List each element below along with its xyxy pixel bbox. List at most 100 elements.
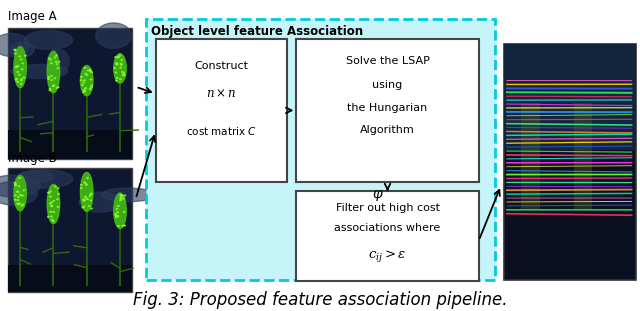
Circle shape (54, 57, 56, 58)
Circle shape (116, 64, 118, 65)
Circle shape (116, 217, 117, 218)
Ellipse shape (18, 170, 54, 183)
Circle shape (15, 50, 16, 51)
Ellipse shape (114, 193, 126, 229)
Ellipse shape (14, 175, 26, 211)
Circle shape (85, 183, 86, 184)
FancyBboxPatch shape (8, 130, 132, 159)
Circle shape (115, 214, 116, 215)
Ellipse shape (0, 181, 38, 205)
Circle shape (15, 183, 16, 184)
Circle shape (15, 79, 17, 80)
Circle shape (21, 205, 22, 206)
Text: Filter out high cost: Filter out high cost (335, 203, 440, 213)
Circle shape (120, 197, 122, 198)
Circle shape (86, 184, 87, 185)
Circle shape (86, 75, 88, 76)
FancyBboxPatch shape (156, 39, 287, 182)
Circle shape (57, 199, 58, 200)
Circle shape (85, 73, 86, 74)
Circle shape (115, 57, 116, 58)
Circle shape (115, 215, 116, 216)
Circle shape (18, 204, 19, 205)
FancyBboxPatch shape (296, 191, 479, 281)
Circle shape (86, 198, 88, 199)
Text: $\varphi$: $\varphi$ (372, 188, 384, 203)
Circle shape (90, 194, 92, 195)
Circle shape (58, 188, 59, 189)
Text: Fig. 3: Proposed feature association pipeline.: Fig. 3: Proposed feature association pip… (132, 291, 508, 309)
Circle shape (47, 216, 49, 217)
FancyBboxPatch shape (8, 168, 132, 292)
Circle shape (82, 207, 84, 208)
Circle shape (83, 200, 84, 201)
Circle shape (83, 82, 84, 83)
Text: Image B: Image B (8, 152, 56, 165)
Ellipse shape (47, 49, 69, 73)
Text: associations where: associations where (334, 223, 441, 233)
Circle shape (115, 72, 116, 73)
Circle shape (120, 63, 122, 64)
Circle shape (116, 77, 118, 78)
Text: Algorithm: Algorithm (360, 125, 415, 135)
Circle shape (90, 200, 92, 201)
Circle shape (122, 196, 123, 197)
Circle shape (22, 195, 23, 196)
Circle shape (116, 57, 118, 58)
Circle shape (51, 76, 52, 77)
Circle shape (51, 63, 52, 64)
Ellipse shape (14, 46, 26, 88)
Ellipse shape (11, 64, 68, 78)
Circle shape (17, 203, 19, 204)
FancyBboxPatch shape (296, 39, 479, 182)
Circle shape (120, 198, 122, 199)
Circle shape (86, 178, 88, 179)
Circle shape (83, 199, 84, 200)
Circle shape (17, 191, 18, 192)
Circle shape (90, 79, 92, 80)
Text: $n \times n$: $n \times n$ (206, 87, 236, 100)
Circle shape (58, 87, 59, 88)
Text: Construct: Construct (194, 61, 248, 71)
Text: using: using (372, 80, 403, 90)
Ellipse shape (0, 175, 40, 197)
Circle shape (51, 202, 52, 203)
Circle shape (124, 74, 125, 75)
Circle shape (90, 69, 91, 70)
Circle shape (85, 88, 86, 89)
Ellipse shape (100, 188, 156, 202)
Circle shape (122, 75, 124, 76)
Circle shape (19, 186, 20, 187)
Ellipse shape (81, 66, 93, 96)
Circle shape (50, 191, 51, 192)
Circle shape (20, 59, 22, 60)
Circle shape (90, 89, 91, 90)
Circle shape (54, 78, 56, 79)
Circle shape (57, 68, 59, 69)
Circle shape (23, 77, 25, 78)
Circle shape (52, 219, 53, 220)
Circle shape (120, 67, 122, 68)
Circle shape (116, 208, 118, 209)
Circle shape (55, 186, 56, 187)
Circle shape (56, 87, 58, 88)
Circle shape (49, 203, 51, 204)
Text: Object level feature Association: Object level feature Association (151, 25, 363, 38)
Text: Image A: Image A (8, 10, 56, 23)
Circle shape (81, 80, 82, 81)
Circle shape (51, 216, 52, 217)
Circle shape (48, 192, 49, 193)
Text: Solve the LSAP: Solve the LSAP (346, 56, 429, 67)
Circle shape (20, 79, 22, 80)
Circle shape (90, 70, 91, 71)
Ellipse shape (47, 184, 60, 224)
Ellipse shape (96, 23, 131, 48)
Circle shape (90, 87, 92, 88)
Circle shape (23, 190, 25, 191)
Circle shape (58, 193, 60, 194)
Circle shape (56, 55, 57, 56)
Circle shape (53, 85, 54, 86)
Ellipse shape (0, 34, 29, 57)
Circle shape (19, 56, 20, 57)
Ellipse shape (10, 43, 35, 57)
